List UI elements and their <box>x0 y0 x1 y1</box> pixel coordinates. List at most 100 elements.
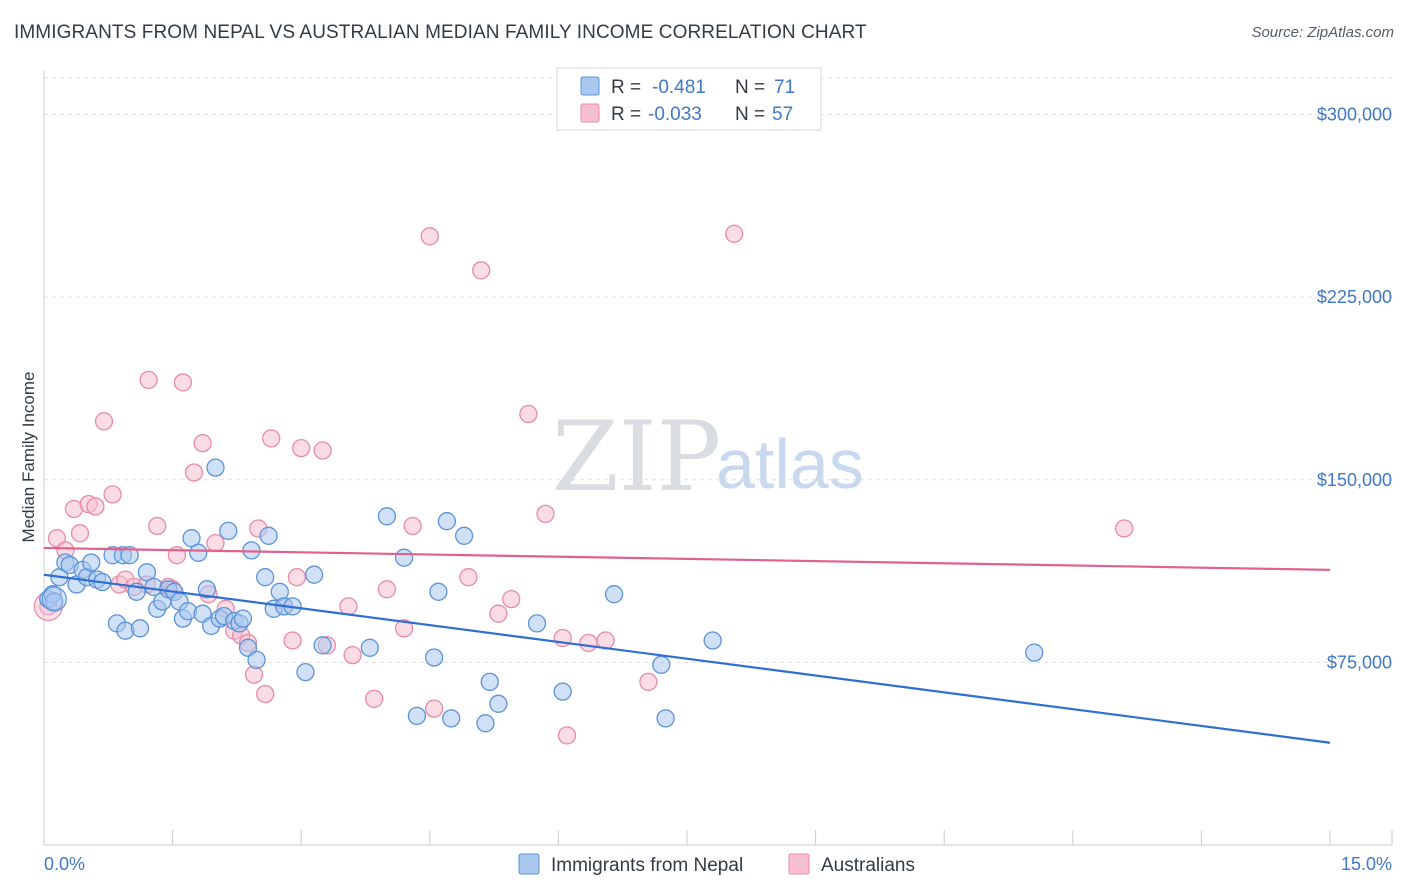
point-australians-46 <box>472 261 491 280</box>
y-tick-label-1: $150,000 <box>1317 470 1392 490</box>
point-australians-20 <box>193 434 212 453</box>
x-tick-label-max: 15.0% <box>1341 854 1392 874</box>
point-australians-50 <box>536 504 555 524</box>
point-australians-37 <box>339 597 358 616</box>
point-australians-14 <box>148 516 167 536</box>
point-nepal-68 <box>656 709 675 728</box>
point-australians-48 <box>502 589 521 609</box>
point-nepal-62 <box>480 672 499 692</box>
point-australians-52 <box>557 726 577 745</box>
watermark-atlas: atlas <box>716 425 864 503</box>
legend-r-label-australians: R = <box>611 104 641 125</box>
point-nepal-60 <box>454 526 474 545</box>
point-australians-40 <box>377 580 397 599</box>
point-nepal-31 <box>197 580 217 599</box>
legend-swatch-australians <box>580 103 600 123</box>
point-nepal-64 <box>527 614 547 633</box>
legend-r-value-australians: -0.033 <box>648 104 702 125</box>
trend-lines <box>43 546 1331 744</box>
point-nepal-69 <box>703 631 722 650</box>
x-tick-label-min: 0.0% <box>44 854 85 874</box>
point-nepal-43 <box>256 568 275 587</box>
point-nepal-51 <box>313 636 332 655</box>
point-nepal-55 <box>407 706 427 726</box>
bottom-legend-swatch-australians <box>788 853 810 875</box>
point-nepal-70 <box>1025 643 1044 662</box>
x-axis-ticks <box>43 830 1393 845</box>
point-nepal-49 <box>296 662 315 682</box>
point-australians-55 <box>639 672 658 692</box>
y-axis-title: Median Family Income <box>19 371 38 542</box>
point-nepal-33 <box>206 458 225 477</box>
point-australians-42 <box>403 516 422 536</box>
y-tick-label-0: $75,000 <box>1327 652 1392 672</box>
point-nepal-36 <box>219 521 238 541</box>
point-nepal-50 <box>304 565 324 584</box>
chart-title: IMMIGRANTS FROM NEPAL VS AUSTRALIAN MEDI… <box>14 22 867 43</box>
legend-swatch-nepal <box>580 76 600 96</box>
point-nepal-16 <box>120 546 139 565</box>
point-nepal-57 <box>429 582 448 601</box>
point-nepal-58 <box>437 512 457 531</box>
gridlines <box>44 77 1392 663</box>
point-australians-44 <box>424 699 444 718</box>
point-australians-22 <box>206 533 225 553</box>
point-australians-29 <box>256 684 275 704</box>
point-australians-43 <box>420 227 439 246</box>
point-australians-33 <box>287 568 307 587</box>
point-nepal-52 <box>360 638 379 657</box>
point-nepal-61 <box>476 714 495 733</box>
point-australians-7 <box>94 412 114 431</box>
point-nepal-29 <box>189 543 208 562</box>
legend-frame <box>556 67 822 131</box>
point-australians-18 <box>173 373 193 392</box>
point-australians-38 <box>343 645 362 665</box>
bottom-legend-label-nepal: Immigrants from Nepal <box>551 855 743 876</box>
series-nepal-points <box>39 458 1044 733</box>
trend-line-nepal <box>43 573 1331 744</box>
point-australians-47 <box>489 604 508 623</box>
bottom-legend-swatch-nepal <box>518 853 540 875</box>
point-australians-45 <box>459 568 478 587</box>
legend-box: R = -0.481 N = 71 R = -0.033 N = 57 <box>556 67 822 131</box>
point-australians-32 <box>283 631 302 650</box>
y-tick-label-3: $300,000 <box>1317 105 1392 125</box>
point-australians-41 <box>394 619 414 638</box>
y-tick-label-2: $225,000 <box>1317 287 1392 307</box>
point-nepal-9 <box>82 553 101 572</box>
point-nepal-2 <box>45 592 64 611</box>
point-nepal-66 <box>604 585 624 604</box>
point-australians-13 <box>139 370 158 390</box>
point-nepal-39 <box>233 609 253 628</box>
point-nepal-59 <box>442 709 461 728</box>
legend-n-value-nepal: 71 <box>774 77 795 98</box>
point-australians-57 <box>1115 519 1134 538</box>
point-nepal-cluster <box>41 586 67 612</box>
point-australians-30 <box>262 429 281 448</box>
point-australians-8 <box>103 485 122 504</box>
legend-n-value-australians: 57 <box>772 104 793 125</box>
point-nepal-65 <box>553 682 572 701</box>
source-credit: Source: ZipAtlas.com <box>1251 24 1394 41</box>
point-australians-4 <box>70 524 90 543</box>
point-australians-39 <box>364 689 384 709</box>
watermark-zip: ZIP <box>552 401 721 513</box>
point-nepal-42 <box>247 650 266 670</box>
legend-n-label-nepal: N = <box>735 77 765 98</box>
legend-r-value-nepal: -0.481 <box>652 77 706 98</box>
point-australians-49 <box>519 404 538 424</box>
point-nepal-18 <box>130 619 150 638</box>
point-australians-53 <box>579 633 598 653</box>
point-nepal-63 <box>489 694 508 713</box>
point-australians-19 <box>184 463 204 482</box>
legend-r-label-nepal: R = <box>611 77 641 98</box>
point-nepal-44 <box>259 526 278 545</box>
point-nepal-53 <box>377 507 397 526</box>
trend-line-australians <box>43 546 1331 571</box>
point-nepal-56 <box>424 648 444 667</box>
bottom-legend-label-australians: Australians <box>821 855 915 876</box>
point-nepal-54 <box>394 548 414 567</box>
point-australians-56 <box>725 224 744 243</box>
point-australians-34 <box>292 438 311 458</box>
